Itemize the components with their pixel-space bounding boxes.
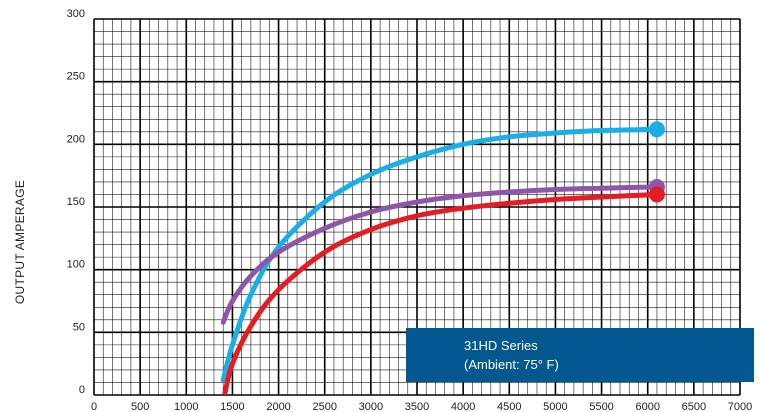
series-line-2 — [220, 184, 660, 325]
series-layer — [220, 121, 665, 395]
y-tick-label: 50 — [73, 321, 85, 333]
x-tick-label: 0 — [91, 401, 97, 412]
x-tick-label: 7000 — [728, 401, 752, 412]
x-tick-label: 2000 — [266, 401, 290, 412]
series-line-1 — [220, 126, 660, 383]
y-axis-ticks: 0 50 100 150 200 250 300 — [67, 8, 85, 396]
x-tick-label: 1000 — [174, 401, 198, 412]
x-tick-label: 6500 — [682, 401, 706, 412]
x-tick-label: 3000 — [359, 401, 383, 412]
series-line-3 — [222, 191, 660, 395]
x-tick-label: 6000 — [635, 401, 659, 412]
y-tick-label: 100 — [67, 259, 85, 271]
annotation-background — [406, 328, 754, 382]
y-axis-label: OUTPUT AMPERAGE — [13, 180, 27, 304]
annotation-line-1: 31HD Series — [464, 338, 538, 353]
y-tick-label: 250 — [67, 71, 85, 83]
x-tick-label: 5000 — [543, 401, 567, 412]
y-tick-label: 200 — [67, 133, 85, 145]
y-tick-label: 300 — [67, 8, 85, 20]
x-tick-label: 4000 — [451, 401, 475, 412]
x-tick-label: 5500 — [589, 401, 613, 412]
y-tick-label: 150 — [67, 196, 85, 208]
series-end-marker-1 — [648, 121, 665, 138]
x-tick-label: 2500 — [312, 401, 336, 412]
x-tick-label: 500 — [131, 401, 149, 412]
annotation-line-2: (Ambient: 75° F) — [464, 357, 559, 372]
x-tick-label: 3500 — [405, 401, 429, 412]
x-tick-label: 4500 — [497, 401, 521, 412]
x-tick-label: 1500 — [220, 401, 244, 412]
y-tick-label: 0 — [79, 384, 85, 396]
series-annotation-box: 31HD Series (Ambient: 75° F) — [406, 328, 754, 382]
series-end-marker-3 — [648, 186, 665, 203]
x-axis-ticks: 0 500 1000 1500 2000 2500 3000 3500 4000 4500 5000… — [91, 401, 752, 412]
